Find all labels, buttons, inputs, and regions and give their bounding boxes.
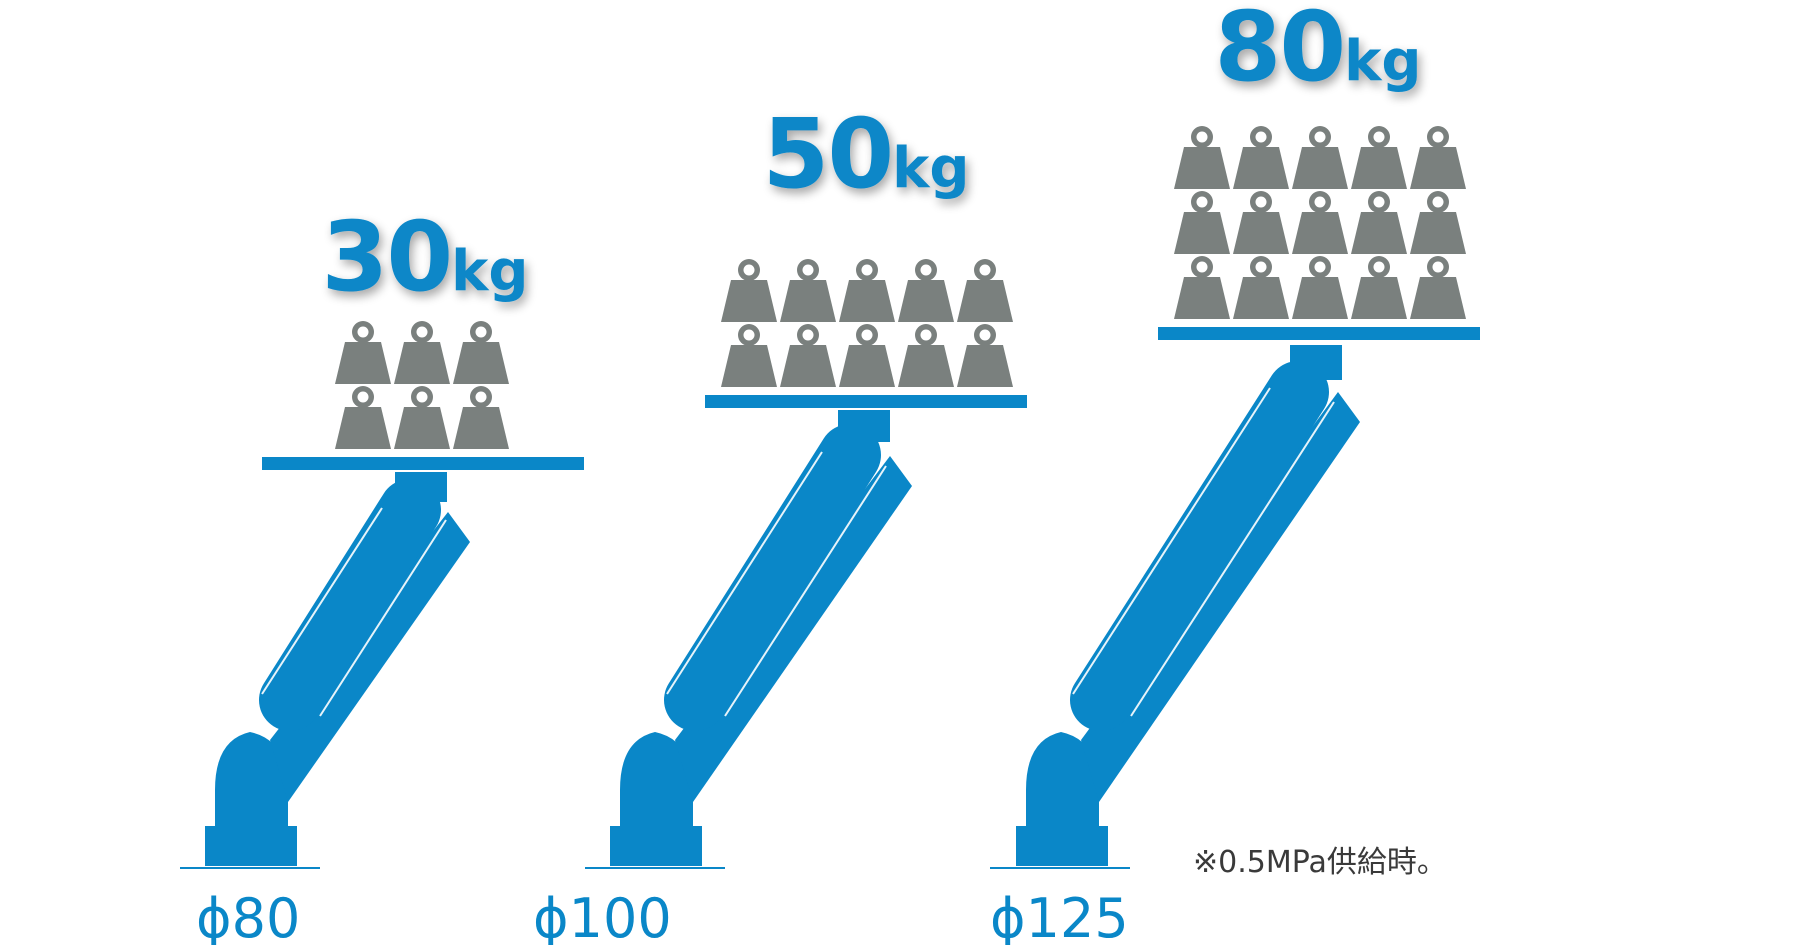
arm-tube [664,424,881,731]
weight-icon [957,259,1013,322]
arm-tube-edge [319,519,447,717]
load-platform [1158,327,1480,340]
weight-icon [1351,126,1407,189]
arm-base [610,826,702,866]
weight-icon [1351,256,1407,319]
weight-icon [1410,191,1466,254]
weight-icon [335,386,391,449]
arm-neck [838,410,890,442]
load-label-phi125: 80kg [1215,0,1422,103]
arm-tube-shadow [1081,392,1360,802]
weight-icon [957,324,1013,387]
weight-icon [898,324,954,387]
diameter-label-phi80: ϕ80 [196,887,300,945]
load-platform [262,457,584,470]
arm-phi125 [990,345,1360,869]
weight-icon [453,321,509,384]
weight-icon [1174,126,1230,189]
arm-base [1016,826,1108,866]
diameter-label-phi100: ϕ100 [533,887,672,945]
arm-phi100 [585,410,912,869]
weight-icon [1292,256,1348,319]
arm-neck [395,472,447,502]
unit-phi80: 30kg ϕ80 [180,201,584,945]
weight-icon [335,321,391,384]
weight-icon [1233,256,1289,319]
arm-tube [1070,361,1329,731]
weight-icon [1410,126,1466,189]
arm-tube-edge [724,465,887,717]
weight-icon [1233,191,1289,254]
arm-tube-edge [1130,401,1335,717]
weight-icon [453,386,509,449]
load-platform [705,395,1027,408]
arm-elbow [620,732,693,826]
weight-icon [1351,191,1407,254]
arm-base [205,826,297,866]
weight-icon [394,386,450,449]
load-label-phi80: 30kg [322,201,529,313]
arm-tube-shadow [675,456,912,802]
arm-phi80 [180,472,470,869]
weights-phi80 [335,321,509,449]
weights-phi125 [1174,126,1466,319]
arm-tube-edge [666,451,823,695]
diameter-label-phi125: ϕ125 [990,887,1129,945]
unit-phi100: 50kg ϕ100 [533,98,1027,945]
weight-icon [780,259,836,322]
arm-elbow [215,732,288,826]
weight-icon [898,259,954,322]
arm-tube-shadow [270,512,470,802]
weight-icon [1292,126,1348,189]
weight-icon [780,324,836,387]
arm-neck [1290,345,1342,380]
load-label-phi100: 50kg [763,98,970,210]
weight-icon [721,259,777,322]
weight-icon [1292,191,1348,254]
weight-icon [721,324,777,387]
weight-icon [1174,256,1230,319]
arm-tube-edge [1072,387,1271,695]
weight-icon [1233,126,1289,189]
weight-icon [394,321,450,384]
weight-icon [1174,191,1230,254]
supply-pressure-note: ※0.5MPa供給時。 [1193,845,1447,880]
weight-icon [839,259,895,322]
weights-phi100 [721,259,1013,387]
arm-tube-edge [261,507,383,695]
unit-phi125: 80kg ϕ125 [990,0,1480,945]
weight-icon [1410,256,1466,319]
arm-tube [259,479,441,731]
arm-elbow [1026,732,1099,826]
weight-icon [839,324,895,387]
